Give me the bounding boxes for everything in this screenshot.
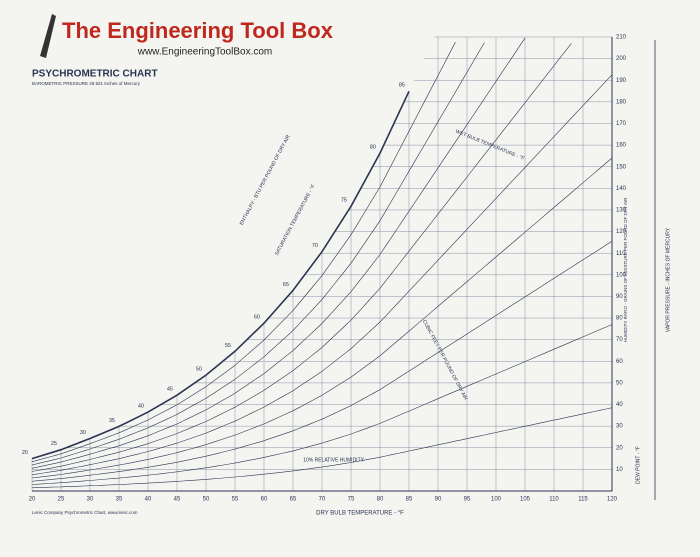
- rh-curve: [31, 42, 456, 463]
- y-tick-label: 170: [616, 121, 627, 127]
- x-tick-label: 45: [174, 497, 181, 503]
- chart-title: PSYCHROMETRIC CHART: [32, 69, 158, 80]
- rh-curve: [31, 240, 613, 482]
- saturation-label: 30: [80, 430, 86, 436]
- x-tick-label: 110: [549, 497, 559, 503]
- saturation-label: 55: [225, 343, 231, 349]
- y-tick-label: 140: [616, 186, 627, 192]
- x-tick-label: 115: [578, 497, 588, 503]
- y-tick-label: 20: [616, 445, 623, 451]
- x-tick-label: 100: [491, 497, 502, 503]
- x-axis-label: DRY BULB TEMPERATURE - °F: [316, 511, 404, 517]
- vapor-pressure-label: VAPOR PRESSURE - INCHES OF MERCURY: [665, 227, 671, 332]
- saturation-label: 85: [399, 83, 405, 89]
- y-tick-label: 120: [616, 229, 627, 235]
- saturation-label: 35: [109, 418, 115, 424]
- saturation-label: 80: [370, 145, 376, 151]
- y-tick-label: 100: [616, 272, 627, 278]
- y-tick-label: 130: [616, 208, 627, 214]
- y-tick-label: 110: [616, 251, 626, 257]
- saturation-label: 45: [167, 387, 173, 393]
- rh-curve: [31, 407, 613, 489]
- x-tick-label: 50: [203, 497, 210, 503]
- y-axis-label: HUMIDITY RATIO - GRAINS OF MOISTURE PER …: [623, 197, 628, 342]
- brand-url: www.EngineeringToolBox.com: [137, 47, 273, 58]
- y-tick-label: 10: [616, 467, 623, 473]
- saturation-curve: [31, 90, 410, 460]
- saturation-label: 60: [254, 315, 260, 321]
- rh-curve: [31, 74, 613, 476]
- credit: Lenic Company Psychrometric Chart, www.l…: [32, 510, 138, 515]
- logo-feather: [40, 14, 56, 58]
- y-tick-label: 190: [616, 78, 627, 84]
- x-tick-label: 25: [58, 497, 65, 503]
- rh-curve: [31, 42, 485, 466]
- x-tick-label: 85: [406, 497, 413, 503]
- saturation-label: 20: [22, 450, 28, 456]
- chart-subtitle: BAROMETRIC PRESSURE 29.921 Inches of Mer…: [32, 81, 141, 86]
- x-tick-label: 20: [29, 497, 36, 503]
- saturation-label: 75: [341, 198, 347, 204]
- x-tick-label: 70: [319, 497, 326, 503]
- brand: The Engineering Tool Box: [62, 18, 334, 43]
- y-tick-label: 90: [616, 294, 623, 300]
- y-tick-label: 200: [616, 56, 627, 62]
- plot: 20 25 30 35 40 45 50 55 60 65 70 75 80 85 90 95 100 105 11…: [22, 35, 627, 503]
- x-tick-label: 65: [290, 497, 297, 503]
- rh-curve: [31, 37, 526, 469]
- y-tick-label: 80: [616, 316, 623, 322]
- y-tick-label: 50: [616, 380, 623, 386]
- y-tick-label: 70: [616, 337, 623, 343]
- dew-point-label: DEW POINT - °F: [635, 446, 641, 484]
- axis-frame: [32, 37, 613, 492]
- saturation-label: 50: [196, 367, 202, 373]
- y-tick-label: 40: [616, 402, 623, 408]
- y-tick-label: 210: [616, 35, 627, 41]
- y-tick-label: 30: [616, 424, 623, 430]
- x-tick-label: 60: [261, 497, 268, 503]
- saturation-label: 70: [312, 243, 318, 249]
- saturation-label: 25: [51, 441, 57, 447]
- y-tick-label: 60: [616, 359, 623, 365]
- x-tick-label: 30: [87, 497, 94, 503]
- saturation-label: 65: [283, 282, 289, 288]
- rh-curve: [31, 43, 572, 472]
- x-tick-label: 75: [348, 497, 355, 503]
- x-tick-label: 80: [377, 497, 384, 503]
- y-tick-label: 150: [616, 164, 627, 170]
- rh-curve: [31, 157, 613, 479]
- rh-label: 10% RELATIVE HUMIDITY: [303, 458, 364, 464]
- x-tick-label: 90: [435, 497, 442, 503]
- x-tick-label: 120: [607, 497, 618, 503]
- x-tick-label: 40: [145, 497, 152, 503]
- x-tick-label: 95: [464, 497, 471, 503]
- x-tick-label: 35: [116, 497, 123, 503]
- y-tick-label: 180: [616, 99, 627, 105]
- saturation-label: 40: [138, 404, 144, 410]
- rh-curve: [31, 324, 613, 485]
- y-tick-label: 160: [616, 143, 627, 149]
- x-tick-label: 55: [232, 497, 239, 503]
- x-tick-label: 105: [520, 497, 531, 503]
